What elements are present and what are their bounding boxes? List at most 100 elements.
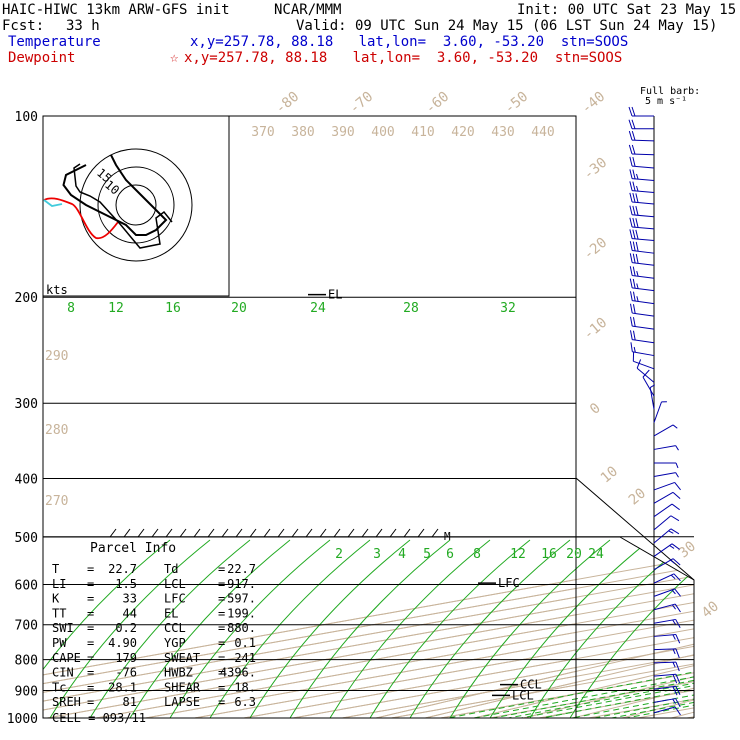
wind-barb (629, 205, 655, 218)
parcel-info-cell: = (87, 666, 94, 680)
wind-barb-flag (674, 706, 681, 716)
hatch-mark (193, 528, 201, 538)
wind-barb-halfflag (671, 589, 676, 595)
wind-barb-staff (653, 618, 676, 624)
hatch-mark (249, 528, 257, 538)
parcel-info-cell: = (87, 695, 94, 709)
wind-barb-flag (671, 503, 680, 511)
wind-barb (629, 169, 655, 182)
isotherm-label: -10 (581, 315, 611, 344)
wind-barb-staff (632, 238, 655, 242)
wind-barb-flag (672, 558, 681, 566)
parcel-info-cell: = (87, 621, 94, 635)
wind-barb-flag (632, 181, 636, 191)
pressure-tick-label: 800 (15, 654, 38, 669)
wind-barb (629, 229, 655, 242)
wind-barb-staff (631, 139, 655, 142)
dry-adiabat-line (474, 537, 694, 718)
mixing-ratio-label: 8 (67, 301, 75, 316)
parcel-info-cell: = (87, 577, 94, 591)
wind-barb (649, 384, 656, 410)
wind-barb-staff (653, 558, 674, 571)
isotherm-line (539, 710, 576, 718)
wind-barb-staff (632, 190, 655, 194)
wind-barb-flag (674, 588, 681, 597)
wind-barb-halfflag (670, 559, 675, 564)
hodograph-frame (42, 115, 230, 297)
mixing-ratio-dashed-line (508, 537, 694, 718)
init-time: Init: 00 UTC Sat 23 May 15 (517, 2, 737, 18)
wind-barb-staff (653, 634, 676, 637)
parcel-info-cell: EL (164, 606, 178, 620)
moist-adiabat-line (329, 539, 491, 718)
mixing-ratio-label: 24 (588, 547, 604, 562)
parcel-info-cell: LAPSE (164, 695, 200, 709)
wind-barb (653, 424, 678, 437)
wind-barb (653, 588, 681, 597)
temperature-location: x,y=257.78, 88.18 lat,lon= 3.60, -53.20 … (190, 34, 629, 50)
parcel-info-cell: TT (52, 606, 66, 620)
wind-barbs (628, 106, 681, 716)
theta-low-label: 290 (45, 349, 68, 364)
temperature-profile (631, 116, 740, 713)
wind-barb-staff (653, 401, 662, 423)
wind-barb-flag (675, 686, 681, 695)
parcel-info-cell: = (218, 621, 225, 635)
wind-barb (630, 291, 655, 305)
parcel-info-cell: 18. (234, 680, 256, 694)
wind-barb-flag (629, 169, 633, 179)
theta-low-label: 270 (45, 494, 68, 509)
pressure-tick-label: 200 (15, 291, 38, 306)
isotherm-line (43, 537, 694, 718)
dry-adiabat-line (425, 537, 694, 718)
wind-barb-flag (632, 217, 636, 228)
mixing-ratio-label: 2 (335, 547, 343, 562)
isotherm-line (440, 537, 694, 718)
hatch-mark (235, 528, 243, 538)
wind-barb-halfflag (672, 662, 676, 668)
isotherm-line (43, 537, 694, 718)
mixing-ratio-label: 16 (165, 301, 181, 316)
wind-barb-flag (632, 304, 636, 314)
sounding-profiles (631, 116, 740, 713)
mixing-ratio-label: 12 (510, 547, 526, 562)
pressure-tick-label: 100 (15, 110, 38, 125)
wind-barb-staff (653, 543, 673, 557)
wind-barb (630, 330, 655, 344)
dewpoint-legend: Dewpoint (8, 50, 76, 66)
wind-barb-halfflag (671, 604, 676, 610)
wind-barb-flag (631, 131, 636, 141)
parcel-info-cell: T (52, 562, 59, 576)
parcel-info-cell: 6.3 (234, 695, 256, 709)
wind-barb-flag (674, 603, 681, 613)
parcel-info-cell: -1.5 (108, 577, 137, 591)
wind-barb-staff (653, 685, 676, 690)
pressure-tick-label: 300 (15, 397, 38, 412)
wind-barb-staff (653, 472, 676, 477)
hatch-mark (165, 528, 173, 538)
mixing-ratio-label: 16 (541, 547, 557, 562)
wind-barb-flag (670, 528, 680, 535)
parcel-info-cell: SHEAR (164, 680, 201, 694)
isotherm-line (342, 675, 576, 718)
wind-barb-halfflag (636, 270, 639, 277)
wind-barb-halfflag (669, 545, 675, 549)
wind-barb-staff (653, 515, 672, 531)
pressure-tick-label: 500 (15, 531, 38, 546)
wind-barb-flag (629, 192, 633, 203)
wind-barb-staff (653, 648, 677, 651)
isotherm-line (588, 116, 740, 718)
wind-barb (629, 217, 655, 230)
pressure-tick-label: 700 (15, 619, 38, 634)
pressure-tick-label: 900 (15, 684, 38, 699)
parcel-info-cell: SWI (52, 621, 74, 635)
parcel-info-cell: PW (52, 636, 67, 650)
wind-barb-flag (674, 482, 681, 491)
wind-barb-staff (632, 312, 655, 317)
wind-barb (629, 253, 655, 266)
wind-barb (636, 359, 655, 383)
mixing-ratio-label: 20 (231, 301, 247, 316)
mixing-ratio-label: 12 (108, 301, 124, 316)
wind-barb-staff (653, 706, 676, 714)
